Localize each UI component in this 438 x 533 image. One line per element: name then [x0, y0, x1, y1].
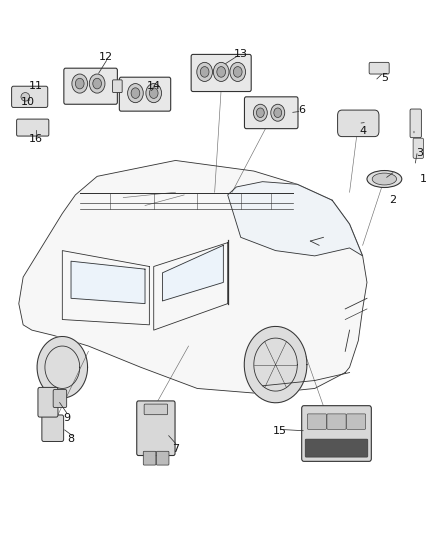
- Text: 6: 6: [298, 105, 305, 115]
- Polygon shape: [244, 326, 307, 403]
- Circle shape: [127, 84, 143, 103]
- Text: 8: 8: [67, 434, 74, 444]
- Circle shape: [213, 62, 229, 82]
- Circle shape: [149, 88, 158, 99]
- Text: 3: 3: [416, 148, 423, 158]
- FancyBboxPatch shape: [244, 97, 298, 128]
- Circle shape: [217, 67, 226, 77]
- Circle shape: [253, 104, 267, 121]
- Polygon shape: [19, 160, 367, 394]
- FancyBboxPatch shape: [369, 62, 389, 74]
- Circle shape: [230, 62, 246, 82]
- FancyBboxPatch shape: [144, 404, 168, 415]
- Polygon shape: [228, 182, 363, 256]
- FancyBboxPatch shape: [327, 414, 346, 429]
- Text: 5: 5: [381, 73, 388, 83]
- Circle shape: [271, 104, 285, 121]
- Circle shape: [89, 74, 105, 93]
- Text: 9: 9: [63, 413, 70, 423]
- FancyBboxPatch shape: [64, 68, 117, 104]
- Text: 11: 11: [29, 81, 43, 91]
- FancyBboxPatch shape: [42, 415, 64, 441]
- FancyBboxPatch shape: [17, 119, 49, 136]
- FancyBboxPatch shape: [53, 390, 67, 408]
- FancyBboxPatch shape: [143, 451, 156, 465]
- FancyBboxPatch shape: [137, 401, 175, 456]
- Text: 14: 14: [147, 81, 161, 91]
- Ellipse shape: [21, 93, 30, 101]
- Circle shape: [197, 62, 212, 82]
- FancyBboxPatch shape: [113, 80, 122, 93]
- Circle shape: [274, 108, 282, 117]
- Circle shape: [233, 67, 242, 77]
- FancyBboxPatch shape: [302, 406, 371, 462]
- FancyBboxPatch shape: [119, 77, 171, 111]
- FancyBboxPatch shape: [346, 414, 366, 429]
- Ellipse shape: [367, 171, 402, 188]
- FancyBboxPatch shape: [338, 110, 379, 136]
- Text: 16: 16: [29, 134, 43, 144]
- FancyBboxPatch shape: [410, 109, 421, 138]
- Circle shape: [72, 74, 88, 93]
- Polygon shape: [162, 245, 223, 301]
- Text: 1: 1: [420, 174, 427, 184]
- FancyBboxPatch shape: [156, 451, 169, 465]
- Text: 10: 10: [21, 97, 35, 107]
- Polygon shape: [37, 336, 88, 398]
- FancyBboxPatch shape: [307, 414, 326, 429]
- Circle shape: [146, 84, 162, 103]
- FancyBboxPatch shape: [12, 86, 48, 108]
- Text: 12: 12: [99, 52, 113, 62]
- Circle shape: [200, 67, 209, 77]
- Circle shape: [256, 108, 264, 117]
- Text: 7: 7: [172, 445, 179, 455]
- FancyBboxPatch shape: [38, 387, 58, 417]
- Text: 4: 4: [359, 126, 366, 136]
- Circle shape: [93, 78, 102, 89]
- Text: 2: 2: [389, 195, 397, 205]
- FancyBboxPatch shape: [191, 54, 251, 92]
- Ellipse shape: [372, 173, 396, 185]
- FancyBboxPatch shape: [413, 138, 424, 158]
- Circle shape: [75, 78, 84, 89]
- Text: 13: 13: [234, 50, 248, 59]
- Circle shape: [131, 88, 140, 99]
- FancyBboxPatch shape: [305, 439, 368, 457]
- Polygon shape: [71, 261, 145, 304]
- Text: 15: 15: [273, 426, 287, 436]
